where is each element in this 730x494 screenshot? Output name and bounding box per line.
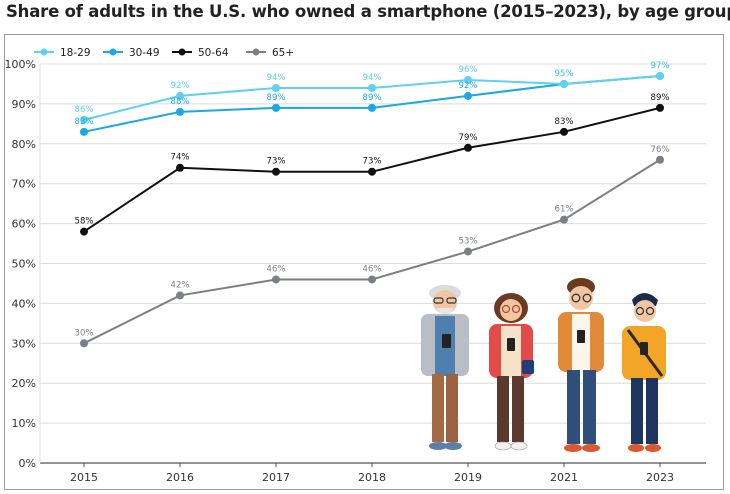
data-label-50-64: 89% bbox=[651, 93, 670, 103]
legend-label-65+: 65+ bbox=[272, 47, 294, 59]
data-point-50-64 bbox=[176, 163, 184, 172]
data-label-18-29: 95% bbox=[555, 69, 574, 79]
data-label-65+: 46% bbox=[363, 264, 382, 274]
data-label-50-64: 73% bbox=[267, 157, 286, 167]
legend-marker-18-29 bbox=[40, 48, 48, 56]
data-label-18-29: 96% bbox=[459, 65, 478, 75]
legend-label-30-49: 30-49 bbox=[129, 47, 160, 59]
data-point-65+ bbox=[560, 215, 568, 224]
gridlines bbox=[39, 63, 706, 464]
y-tick-label: 30% bbox=[12, 337, 36, 350]
data-point-65+ bbox=[656, 155, 664, 164]
data-labels: 30% 42% 46% 46% 53% 61% 76% 58% 74% 73% 73% 79% 83% 8… bbox=[75, 61, 670, 338]
woman-glasses-phone-figure bbox=[489, 293, 534, 451]
data-point-50-64 bbox=[656, 103, 664, 112]
data-point-18-29 bbox=[560, 79, 568, 88]
x-tick-label: 2017 bbox=[262, 471, 290, 484]
data-label-30-49: 89% bbox=[363, 93, 382, 103]
y-tick-label: 20% bbox=[12, 377, 36, 390]
data-label-50-64: 58% bbox=[75, 217, 94, 227]
data-point-50-64 bbox=[560, 127, 568, 136]
x-tick-label: 2023 bbox=[646, 471, 674, 484]
data-label-30-49: 97% bbox=[651, 61, 670, 71]
data-point-18-29 bbox=[176, 91, 184, 100]
data-point-65+ bbox=[272, 275, 280, 284]
data-label-65+: 46% bbox=[267, 264, 286, 274]
legend-marker-50-64 bbox=[178, 48, 186, 56]
y-tick-label: 70% bbox=[12, 178, 36, 191]
data-label-50-64: 79% bbox=[459, 133, 478, 143]
legend-label-50-64: 50-64 bbox=[198, 47, 229, 59]
data-label-18-29: 86% bbox=[75, 105, 94, 115]
data-point-30-49 bbox=[80, 127, 88, 136]
young-man-glasses-phone-figure bbox=[558, 278, 604, 452]
data-label-30-49: 88% bbox=[171, 97, 190, 107]
data-point-18-29 bbox=[464, 75, 472, 84]
y-tick-label: 0% bbox=[19, 457, 36, 470]
x-tick-label: 2018 bbox=[358, 471, 386, 484]
data-label-50-64: 73% bbox=[363, 157, 382, 167]
data-point-30-49 bbox=[272, 103, 280, 112]
data-label-50-64: 83% bbox=[555, 117, 574, 127]
chart-frame bbox=[4, 34, 724, 490]
data-point-65+ bbox=[80, 339, 88, 348]
y-tick-label: 60% bbox=[12, 218, 36, 231]
axes: 0% 10% 20% 30% 40% 50% 60% 70% 80% 90% 100% 2015 201… bbox=[5, 58, 674, 484]
people-illustration bbox=[421, 278, 666, 452]
data-point-50-64 bbox=[272, 167, 280, 176]
data-label-30-49: 92% bbox=[459, 81, 478, 91]
legend-label-18-29: 18-29 bbox=[60, 47, 91, 59]
data-point-18-29 bbox=[80, 115, 88, 124]
data-label-30-49: 95% bbox=[555, 69, 574, 79]
data-point-65+ bbox=[176, 291, 184, 300]
y-tick-label: 50% bbox=[12, 258, 36, 271]
data-label-65+: 53% bbox=[459, 237, 478, 247]
data-label-30-49: 89% bbox=[267, 93, 286, 103]
data-point-65+ bbox=[464, 247, 472, 256]
data-point-30-49 bbox=[464, 91, 472, 100]
data-point-18-29 bbox=[272, 83, 280, 92]
y-tick-label: 90% bbox=[12, 98, 36, 111]
data-point-30-49 bbox=[368, 103, 376, 112]
y-tick-label: 80% bbox=[12, 138, 36, 151]
data-label-65+: 30% bbox=[75, 328, 94, 338]
legend: 18-29 30-49 50-64 65+ bbox=[34, 47, 294, 59]
data-label-18-29: 97% bbox=[651, 61, 670, 71]
data-label-50-64: 74% bbox=[171, 153, 190, 163]
data-point-50-64 bbox=[80, 227, 88, 236]
data-label-18-29: 92% bbox=[171, 81, 190, 91]
legend-marker-30-49 bbox=[109, 48, 117, 56]
data-point-65+ bbox=[368, 275, 376, 284]
y-tick-label: 10% bbox=[12, 417, 36, 430]
y-tick-label: 40% bbox=[12, 297, 36, 310]
x-tick-label: 2021 bbox=[550, 471, 578, 484]
data-label-30-49: 83% bbox=[75, 117, 94, 127]
teen-boy-phone-figure bbox=[622, 293, 666, 452]
y-tick-label: 100% bbox=[5, 58, 36, 71]
data-point-18-29 bbox=[656, 71, 664, 80]
x-tick-label: 2019 bbox=[454, 471, 482, 484]
data-label-18-29: 94% bbox=[363, 73, 382, 83]
data-label-18-29: 94% bbox=[267, 73, 286, 83]
elderly-man-phone-figure bbox=[421, 285, 469, 450]
data-point-50-64 bbox=[464, 143, 472, 152]
x-tick-label: 2016 bbox=[166, 471, 194, 484]
data-point-18-29 bbox=[368, 83, 376, 92]
legend-marker-65+ bbox=[252, 48, 260, 56]
data-label-65+: 61% bbox=[555, 205, 574, 215]
chart-title: Share of adults in the U.S. who owned a … bbox=[6, 2, 730, 21]
x-tick-label: 2015 bbox=[70, 471, 98, 484]
series-lines bbox=[80, 71, 664, 348]
data-point-50-64 bbox=[368, 167, 376, 176]
data-point-30-49 bbox=[176, 107, 184, 116]
data-label-65+: 76% bbox=[651, 145, 670, 155]
data-label-65+: 42% bbox=[171, 280, 190, 290]
